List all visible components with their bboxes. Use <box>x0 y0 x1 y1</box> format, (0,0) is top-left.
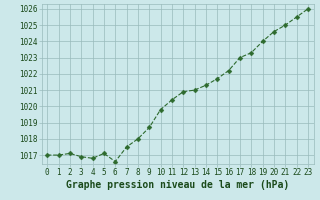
X-axis label: Graphe pression niveau de la mer (hPa): Graphe pression niveau de la mer (hPa) <box>66 180 289 190</box>
